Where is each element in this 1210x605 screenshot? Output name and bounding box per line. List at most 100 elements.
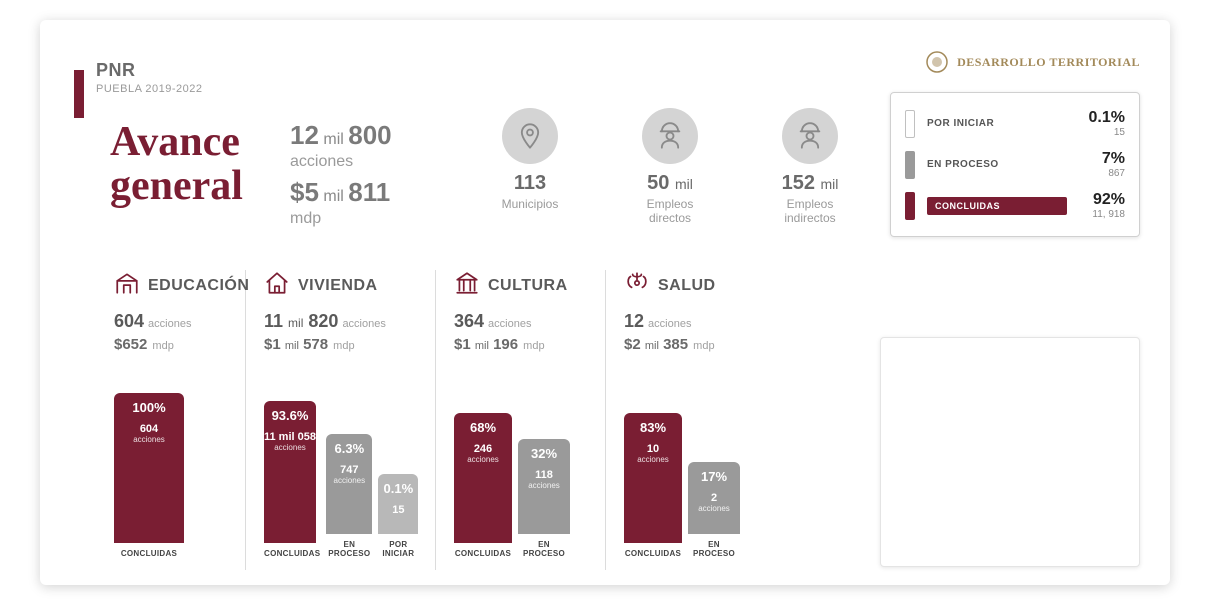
legend-header: DESARROLLO TERRITORIAL	[925, 50, 1140, 74]
bar-en proceso: 17% 2 acciones	[688, 462, 740, 534]
legend-title-text: DESARROLLO TERRITORIAL	[957, 55, 1140, 70]
category-salud: SALUD 12acciones $2 mil 385 mdp 83% 10 a…	[606, 270, 776, 570]
bar-wrap: 17% 2 acciones ENPROCESO	[688, 462, 740, 558]
legend-value: 7%867	[1079, 150, 1125, 179]
cat-bars: 93.6% 11 mil 058 acciones CONCLUIDAS 6.3…	[264, 401, 418, 558]
bar-concluidas: 100% 604 acciones	[114, 393, 184, 543]
legend-value: 92%11, 918	[1079, 191, 1125, 220]
category-educación: EDUCACIÓN 604acciones $652 mdp 100% 604 …	[96, 270, 246, 570]
bar-concluidas: 68% 246 acciones	[454, 413, 512, 543]
bar-concluidas: 83% 10 acciones	[624, 413, 682, 543]
avance-money-mil: mil	[323, 188, 343, 205]
top-stat-num: 50 mil	[620, 172, 720, 195]
cat-stats: 364acciones $1 mil 196 mdp	[454, 311, 587, 353]
pnr-title: PNR	[96, 60, 202, 81]
legend-row-2: CONCLUIDAS 92%11, 918	[905, 185, 1125, 226]
categories-row: EDUCACIÓN 604acciones $652 mdp 100% 604 …	[96, 270, 776, 570]
pin-icon	[502, 108, 558, 164]
worker-icon	[782, 108, 838, 164]
cat-money: $1 mil 578 mdp	[264, 336, 417, 353]
avance-money-rest: 811	[348, 177, 390, 207]
top-stat-2: 152 mil Empleosindirectos	[760, 108, 860, 226]
bar-wrap: 68% 246 acciones CONCLUIDAS	[454, 413, 512, 558]
legend-row-0: POR INICIAR 0.1%15	[905, 103, 1125, 144]
avance-money-label: mdp	[290, 210, 392, 228]
top-stat-num: 113	[480, 172, 580, 195]
cat-title: SALUD	[658, 277, 716, 295]
bank-icon	[454, 270, 480, 301]
cat-head: VIVIENDA	[264, 270, 417, 301]
avance-acc-mil: mil	[323, 131, 343, 148]
cat-title: EDUCACIÓN	[148, 277, 249, 295]
house-icon	[264, 270, 290, 301]
cat-head: SALUD	[624, 270, 758, 301]
main-card: PNR PUEBLA 2019-2022 Avance general 12 m…	[40, 20, 1170, 585]
avance-heading: Avance general	[110, 120, 243, 208]
bar-en proceso: 32% 118 acciones	[518, 439, 570, 534]
bar-wrap: 83% 10 acciones CONCLUIDAS	[624, 413, 682, 558]
cat-acciones: 364acciones	[454, 311, 587, 332]
bar-axis-label: ENPROCESO	[518, 540, 570, 558]
cat-money: $1 mil 196 mdp	[454, 336, 587, 353]
health-icon	[624, 270, 650, 301]
avance-acc-n2: 800	[348, 120, 391, 150]
bar-wrap: 6.3% 747 acciones ENPROCESO	[326, 434, 372, 558]
bar-wrap: 0.1% 15 PORINICIAR	[378, 474, 418, 558]
bar-axis-label: CONCLUIDAS	[454, 549, 512, 558]
cat-bars: 68% 246 acciones CONCLUIDAS 32% 118 acci…	[454, 413, 570, 558]
bar-por iniciar: 0.1% 15	[378, 474, 418, 534]
legend-swatch	[905, 110, 915, 138]
top-stats-row: 113 Municipios 50 mil Empleosdirectos 15…	[480, 108, 860, 226]
seal-icon	[925, 50, 949, 74]
cat-head: EDUCACIÓN	[114, 270, 227, 301]
avance-line1: Avance	[110, 120, 243, 164]
category-vivienda: VIVIENDA 11 mil 820acciones $1 mil 578 m…	[246, 270, 436, 570]
avance-line2: general	[110, 164, 243, 208]
cat-stats: 604acciones $652 mdp	[114, 311, 227, 353]
legend-label: EN PROCESO	[927, 159, 1067, 170]
legend-label: POR INICIAR	[927, 118, 1067, 129]
cat-bars: 100% 604 acciones CONCLUIDAS	[114, 393, 184, 558]
legend-swatch	[905, 192, 915, 220]
header-block: PNR PUEBLA 2019-2022	[96, 60, 202, 95]
cat-head: CULTURA	[454, 270, 587, 301]
legend-value: 0.1%15	[1079, 109, 1125, 138]
top-stat-label: Empleosindirectos	[760, 197, 860, 226]
school-icon	[114, 270, 140, 301]
worker-icon	[642, 108, 698, 164]
legend-box: POR INICIAR 0.1%15 EN PROCESO 7%867 CONC…	[890, 92, 1140, 237]
cat-money: $652 mdp	[114, 336, 227, 353]
cat-title: CULTURA	[488, 277, 568, 295]
cat-stats: 12acciones $2 mil 385 mdp	[624, 311, 758, 353]
top-stat-label: Empleosdirectos	[620, 197, 720, 226]
category-cultura: CULTURA 364acciones $1 mil 196 mdp 68% 2…	[436, 270, 606, 570]
top-stat-label: Municipios	[480, 197, 580, 211]
top-stat-1: 50 mil Empleosdirectos	[620, 108, 720, 226]
bar-concluidas: 93.6% 11 mil 058 acciones	[264, 401, 316, 543]
legend-row-1: EN PROCESO 7%867	[905, 144, 1125, 185]
avance-money: $5 mil 811	[290, 177, 392, 208]
accent-bar	[74, 70, 84, 118]
bar-axis-label: CONCLUIDAS	[114, 549, 184, 558]
cat-acciones: 604acciones	[114, 311, 227, 332]
avance-acc-label: acciones	[290, 153, 392, 171]
bar-axis-label: CONCLUIDAS	[624, 549, 682, 558]
avance-acc-n1: 12	[290, 120, 319, 150]
legend-label: CONCLUIDAS	[927, 197, 1067, 215]
cat-money: $2 mil 385 mdp	[624, 336, 758, 353]
blank-panel	[880, 337, 1140, 567]
top-stat-0: 113 Municipios	[480, 108, 580, 226]
bar-axis-label: PORINICIAR	[378, 540, 418, 558]
avance-acciones: 12 mil 800	[290, 120, 392, 151]
pnr-subtitle: PUEBLA 2019-2022	[96, 83, 202, 95]
bar-en proceso: 6.3% 747 acciones	[326, 434, 372, 534]
bar-axis-label: CONCLUIDAS	[264, 549, 320, 558]
bar-wrap: 100% 604 acciones CONCLUIDAS	[114, 393, 184, 558]
cat-acciones: 11 mil 820acciones	[264, 311, 417, 332]
bar-axis-label: ENPROCESO	[688, 540, 740, 558]
cat-stats: 11 mil 820acciones $1 mil 578 mdp	[264, 311, 417, 353]
cat-bars: 83% 10 acciones CONCLUIDAS 17% 2 accione…	[624, 413, 740, 558]
top-stat-num: 152 mil	[760, 172, 860, 195]
avance-stats: 12 mil 800 acciones $5 mil 811 mdp	[290, 120, 392, 228]
bar-axis-label: ENPROCESO	[326, 540, 372, 558]
